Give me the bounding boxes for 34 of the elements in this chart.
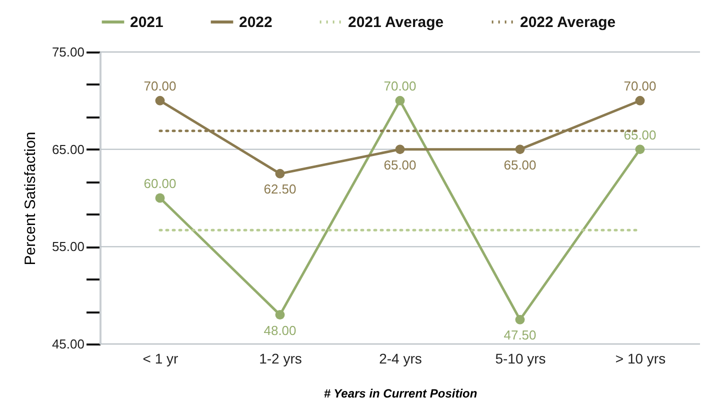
data-label: 60.00 [144,176,176,191]
y-tick-label: 45.00 [52,336,84,352]
legend-label: 2021 Average [348,14,444,31]
point [395,144,405,154]
y-tick-label: 55.00 [52,239,84,254]
legend-label: 2022 [239,14,272,31]
data-label: 47.50 [504,328,536,343]
y-tick-label: 75.00 [52,44,84,60]
y-axis-title: Percent Satisfaction [22,132,39,266]
x-axis-title: # Years in Current Position [324,386,478,400]
x-tick-label: 1-2 yrs [259,350,302,366]
point [275,168,285,178]
point [635,144,645,154]
data-label: 70.00 [144,78,176,94]
data-label: 70.00 [624,78,656,94]
point [155,193,165,203]
x-tick-label: 5-10 yrs [495,350,546,366]
legend-label: 2021 [130,14,164,31]
x-tick-label: 2-4 yrs [379,350,422,366]
x-tick-label: < 1 yr [142,350,179,366]
data-label: 48.00 [264,322,296,338]
point [635,96,645,106]
point [515,314,525,324]
data-label: 70.00 [384,78,416,94]
point [275,310,285,320]
data-label: 62.50 [264,182,296,197]
point [515,144,525,154]
legend-label: 2022 Average [520,14,616,31]
point [395,96,405,106]
x-tick-label: > 10 yrs [615,350,666,366]
y-tick-label: 65.00 [52,142,84,157]
point [155,96,165,106]
data-label: 65.00 [504,157,536,172]
data-label: 65.00 [384,157,416,172]
